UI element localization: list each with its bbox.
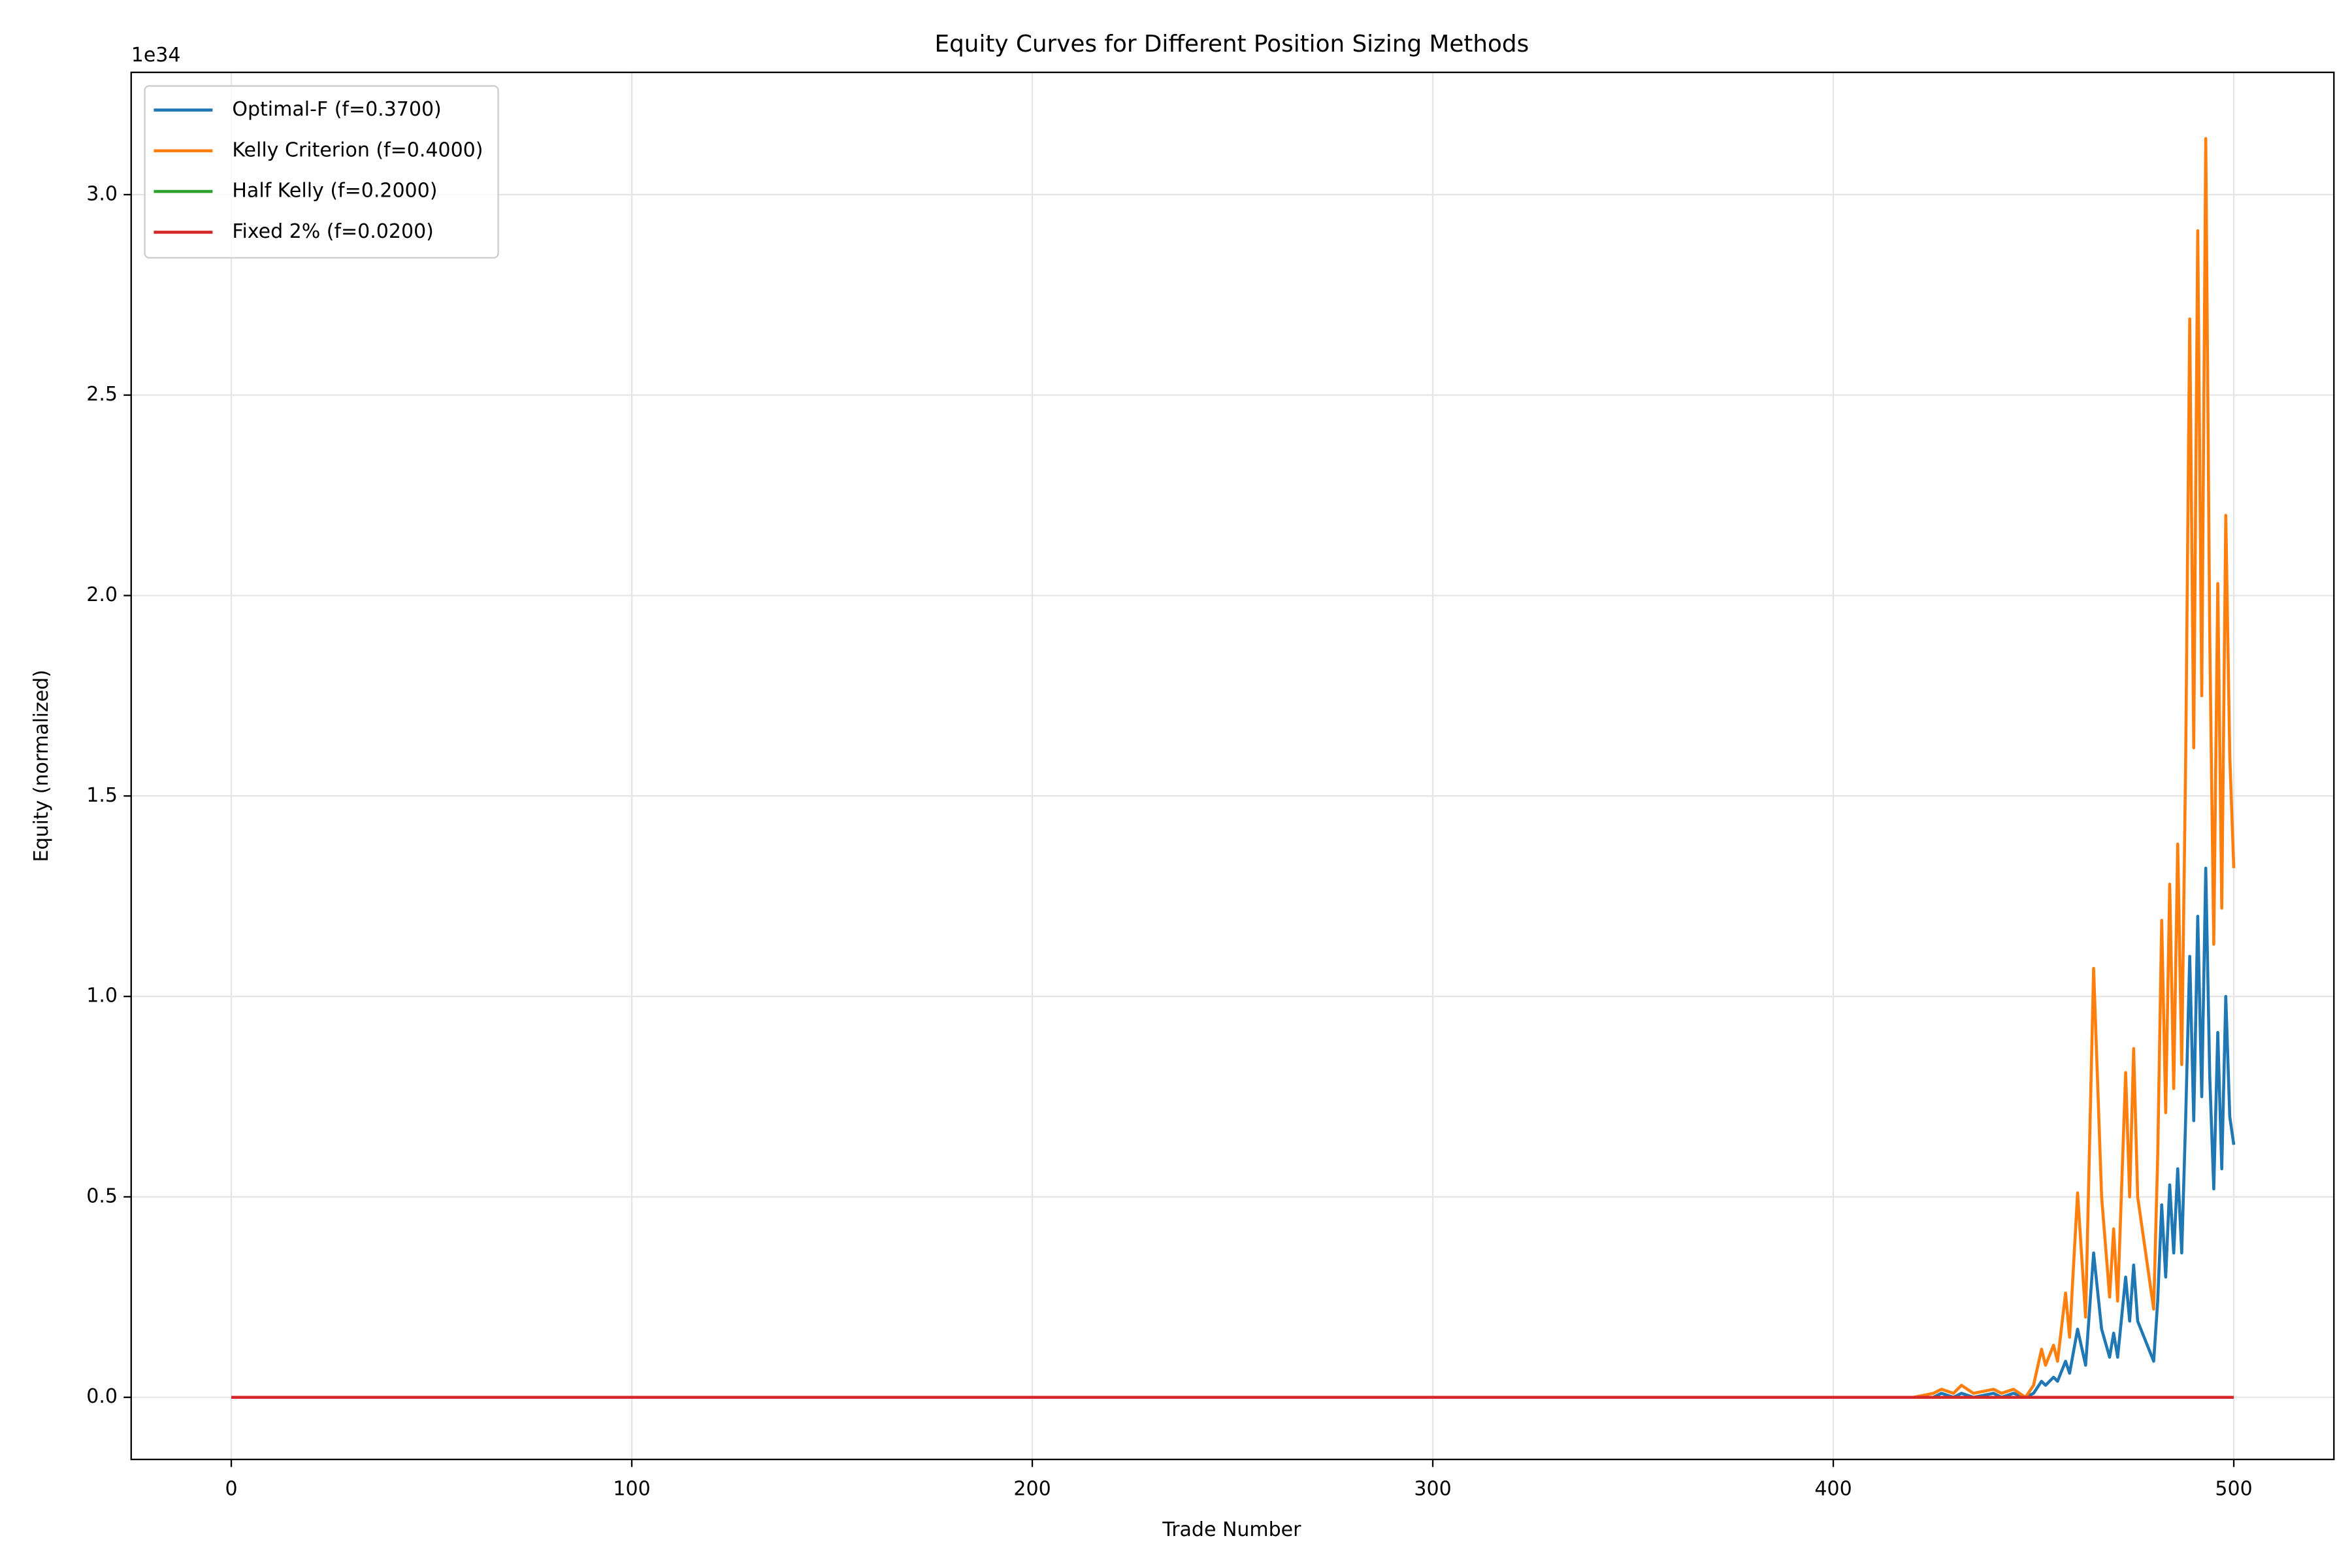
y-tick-label: 2.0	[86, 583, 118, 606]
x-tick-label: 200	[1013, 1478, 1051, 1501]
x-tick-label: 100	[613, 1478, 650, 1501]
y-axis-label: Equity (normalized)	[30, 670, 53, 862]
lines	[231, 137, 2236, 1399]
legend-label: Optimal-F (f=0.3700)	[232, 98, 441, 121]
x-tick-label: 400	[1814, 1478, 1852, 1501]
y-tick-label: 0.0	[86, 1385, 118, 1408]
y-tick-label: 3.0	[86, 182, 118, 205]
legend: Optimal-F (f=0.3700) Kelly Criterion (f=0…	[144, 85, 499, 259]
y-tick-label: 1.0	[86, 985, 118, 1007]
x-tick-label: 500	[2215, 1478, 2252, 1501]
series-line	[231, 137, 2236, 1399]
x-tick-label: 300	[1414, 1478, 1451, 1501]
plot-frame	[130, 71, 2335, 1460]
grid	[131, 72, 2334, 1460]
x-tick-label: 0	[225, 1478, 237, 1501]
chart-title: Equity Curves for Different Position Siz…	[935, 31, 1529, 57]
y-tick-label: 1.5	[86, 784, 118, 807]
y-tick-label: 0.5	[86, 1184, 118, 1207]
legend-label: Kelly Criterion (f=0.4000)	[232, 139, 483, 161]
offset-label: 1e34	[131, 44, 181, 67]
legend-box	[144, 85, 499, 259]
series-line	[231, 866, 2236, 1399]
x-axis-label: Trade Number	[1162, 1518, 1301, 1541]
y-tick-label: 2.5	[86, 383, 118, 406]
ticks: 0 100 200 300 400 500 0.0 0.5 1.0 1.5 2.0 2.5 3.0	[86, 182, 2252, 1500]
legend-label: Half Kelly (f=0.2000)	[232, 180, 437, 203]
legend-label: Fixed 2% (f=0.0200)	[232, 220, 433, 243]
